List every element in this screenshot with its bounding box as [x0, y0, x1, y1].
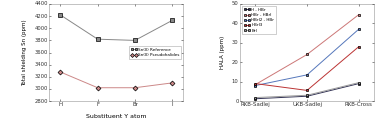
Line: HBrI3: HBrI3	[254, 45, 360, 92]
Legend: H - HBr, HBr - HBrI, HBrI2 - HBr, HBrI3, BrI: H - HBr, HBr - HBrI, HBrI2 - HBr, HBrI3,…	[242, 6, 276, 34]
Line: Sn(II) Pseudohalides: Sn(II) Pseudohalides	[59, 70, 174, 90]
HBr - HBrI	[305, 54, 309, 55]
BrI	[305, 94, 309, 96]
Sn(II) Reference	[58, 14, 63, 16]
HBrI2 - HBr	[305, 74, 309, 76]
Y-axis label: HALA (ppm): HALA (ppm)	[220, 36, 225, 69]
Sn(II) Reference	[170, 20, 175, 21]
HBrI3	[253, 83, 258, 84]
HBr - HBrI	[356, 14, 361, 15]
HBrI2 - HBr	[356, 28, 361, 30]
Line: Sn(II) Reference: Sn(II) Reference	[59, 13, 174, 42]
BrI	[253, 97, 258, 98]
H - HBr	[356, 83, 361, 84]
Legend: Sn(II) Reference, Sn(II) Pseudohalides: Sn(II) Reference, Sn(II) Pseudohalides	[129, 46, 181, 59]
Line: HBr - HBrI: HBr - HBrI	[254, 13, 360, 86]
Sn(II) Reference	[95, 38, 100, 40]
Sn(II) Pseudohalides	[133, 87, 137, 89]
HBr - HBrI	[253, 84, 258, 85]
Line: BrI: BrI	[254, 81, 360, 99]
BrI	[356, 82, 361, 83]
Sn(II) Pseudohalides	[95, 87, 100, 89]
H - HBr	[253, 98, 258, 99]
Sn(II) Reference	[133, 40, 137, 41]
HBrI2 - HBr	[253, 85, 258, 86]
Line: H - HBr: H - HBr	[254, 82, 360, 100]
HBrI3	[356, 46, 361, 47]
Sn(II) Pseudohalides	[58, 71, 63, 73]
Y-axis label: Total shielding Sn (ppm): Total shielding Sn (ppm)	[22, 19, 27, 86]
Line: HBrI2 - HBr: HBrI2 - HBr	[254, 28, 360, 87]
Sn(II) Pseudohalides	[170, 82, 175, 84]
X-axis label: Substituent Y atom: Substituent Y atom	[86, 114, 147, 119]
H - HBr	[305, 95, 309, 97]
HBrI3	[305, 90, 309, 91]
